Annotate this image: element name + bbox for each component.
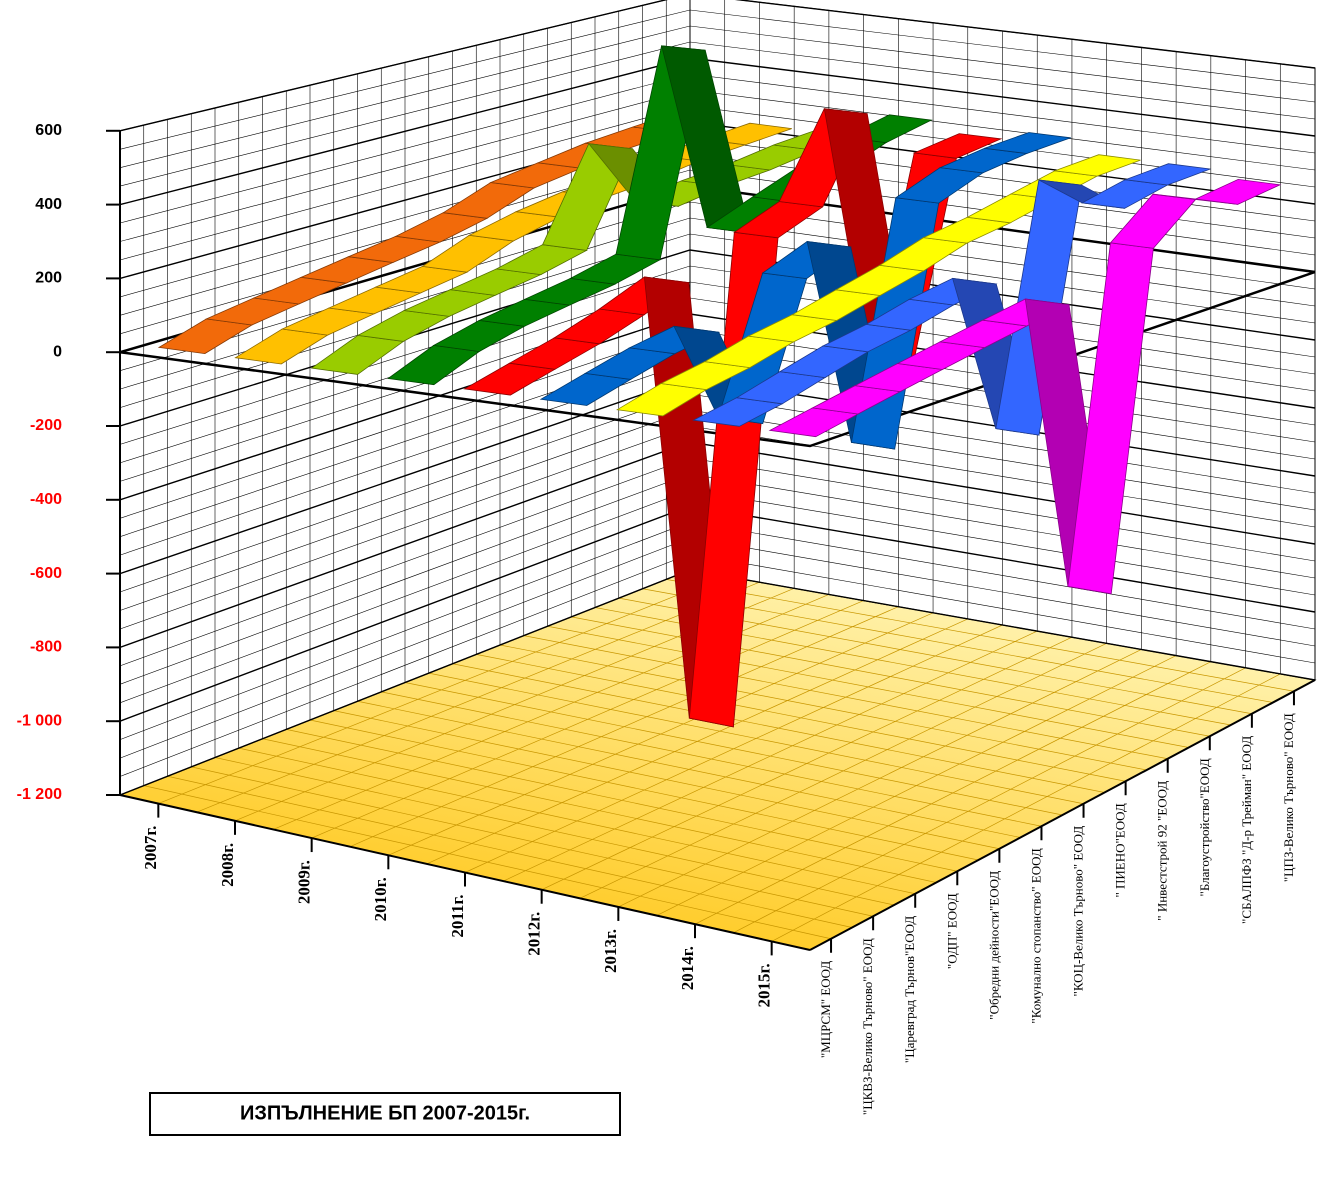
- floor-grid: [167, 775, 853, 928]
- floor-grid: [381, 691, 1042, 827]
- series-label: 2008г.: [218, 843, 237, 887]
- category-label: "СБАЛПФЗ "Д-р Трейман" ЕООД: [1239, 736, 1254, 924]
- floor-grid: [642, 588, 1273, 703]
- category-label: "Благоустройство"ЕООД: [1197, 758, 1212, 896]
- ribbon-segment: [912, 133, 1003, 159]
- category-label: "ОДП" ЕООД: [944, 893, 959, 969]
- y-tick-label: 600: [35, 122, 62, 139]
- floor-grid: [238, 747, 916, 895]
- floor-grid: [357, 700, 1021, 838]
- y-tick-label: 400: [35, 196, 62, 213]
- y-tick-label: -1 200: [17, 786, 62, 803]
- category-label: " Инвестстрой 92 "ЕООД: [1155, 781, 1170, 921]
- y-tick-label: 200: [35, 270, 62, 287]
- floor-grid: [309, 719, 979, 861]
- category-label: "КОЦ-Велико Търново" ЕООД: [1071, 826, 1086, 997]
- series-label: 2012г.: [525, 912, 544, 956]
- y-tick-label: -600: [30, 565, 62, 582]
- category-label: "Обредни дейности"ЕООД: [986, 871, 1001, 1020]
- y-tick-label: -400: [30, 491, 62, 508]
- floor-grid: [143, 785, 832, 940]
- y-tick-label: -800: [30, 639, 62, 656]
- category-label: "МЦРСМ" ЕООД: [818, 961, 833, 1058]
- floor-grid: [262, 738, 937, 883]
- floor-grid: [428, 672, 1084, 805]
- floor-grid: [452, 663, 1105, 793]
- ribbon-segment: [984, 132, 1071, 154]
- series-label: 2015г.: [755, 963, 774, 1007]
- floor-grid: [191, 766, 874, 917]
- grid-line: [119, 0, 1316, 132]
- series-label: 2011г.: [448, 895, 467, 938]
- floor-grid: [666, 579, 1295, 692]
- y-tick-label: 0: [53, 343, 62, 360]
- floor-grid: [499, 644, 1147, 771]
- title-box: [149, 1092, 621, 1136]
- floor-grid: [476, 654, 1126, 782]
- ribbon-segment: [1054, 154, 1141, 177]
- series-label: 2013г.: [601, 929, 620, 973]
- series-label: 2009г.: [295, 860, 314, 904]
- category-label: "ЦКВЗ-Велико Търново" ЕООД: [860, 938, 875, 1115]
- series-label: 2007г.: [141, 826, 160, 870]
- floor-grid: [214, 757, 895, 906]
- floor-grid: [571, 616, 1210, 737]
- labels: 600 400 200 0 -200 -400 -600 -800 -1 000 -1 200 20…: [17, 122, 1296, 1115]
- category-label: "Царевград Търнов"ЕООД: [902, 916, 917, 1063]
- y-tick-label: -1 000: [17, 712, 62, 729]
- category-axis: [809, 679, 1316, 951]
- series-label: 2014г.: [678, 946, 697, 990]
- floor-grid: [404, 682, 1063, 816]
- category-label: "ЦПЗ-Велико Търново" ЕООД: [1281, 713, 1296, 882]
- ribbons: [157, 45, 1282, 728]
- floor-grid: [547, 625, 1189, 748]
- ribbon-segment: [1125, 163, 1211, 186]
- category-label: "Комунално стопанство" ЕООД: [1028, 848, 1043, 1023]
- y-tick-label: -200: [30, 417, 62, 434]
- series-label: 2010г.: [371, 877, 390, 921]
- floor-grid: [286, 729, 958, 872]
- floor-grid: [333, 710, 1000, 850]
- ribbon-segment: [1194, 178, 1282, 205]
- chart-title: ИЗПЪЛНЕНИЕ БП 2007-2015г.: [240, 1102, 530, 1124]
- category-label: " ПИЕНО"ЕООД: [1113, 803, 1128, 897]
- floor-grid: [523, 635, 1168, 760]
